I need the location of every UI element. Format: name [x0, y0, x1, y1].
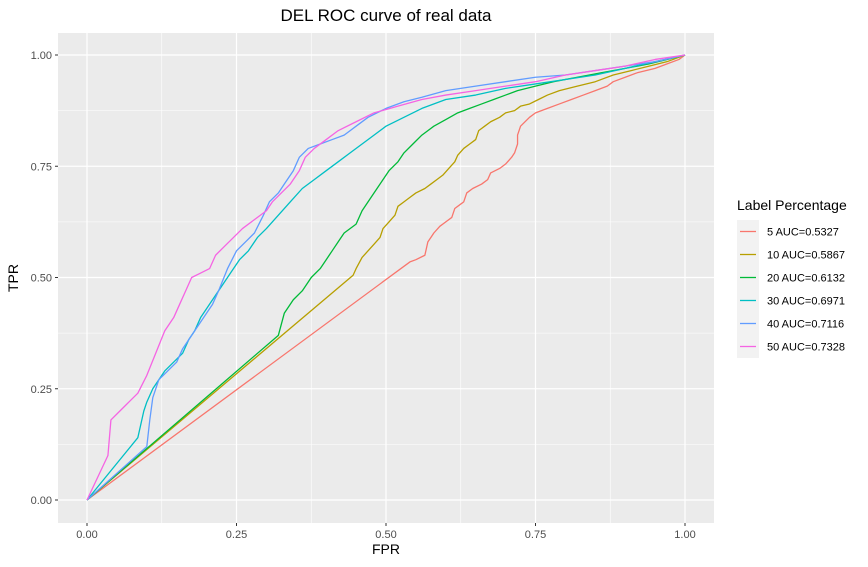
y-tick-label: 0.25 — [31, 384, 52, 396]
legend: Label Percentage 5 AUC=0.5327 10 AUC=0.58… — [737, 197, 847, 358]
y-tick-label: 0.75 — [31, 161, 52, 173]
x-tick-label: 0.25 — [226, 529, 247, 541]
chart-title: DEL ROC curve of real data — [280, 6, 492, 25]
y-tick-label: 0.00 — [31, 495, 52, 507]
legend-items: 5 AUC=0.5327 10 AUC=0.5867 20 AUC=0.6132 30… — [737, 220, 845, 358]
series-line-1 — [86, 54, 686, 501]
legend-label: 20 AUC=0.6132 — [767, 273, 845, 285]
legend-label: 30 AUC=0.6971 — [767, 296, 845, 308]
series-layer — [86, 54, 686, 501]
legend-label: 10 AUC=0.5867 — [767, 250, 845, 262]
legend-label: 50 AUC=0.7328 — [767, 342, 845, 354]
x-tick-label: 0.50 — [375, 529, 396, 541]
legend-title: Label Percentage — [737, 197, 847, 213]
x-axis-title: FPR — [372, 541, 400, 557]
legend-label: 40 AUC=0.7116 — [767, 319, 844, 331]
legend-label: 5 AUC=0.5327 — [767, 227, 839, 239]
series-line-5 — [86, 54, 686, 501]
series-line-4 — [86, 54, 686, 501]
y-axis-title: TPR — [5, 264, 21, 292]
major-gridlines — [58, 33, 714, 523]
x-axis-ticks: 0.00 0.25 0.50 0.75 1.00 — [76, 523, 696, 541]
y-tick-label: 0.50 — [31, 273, 52, 285]
x-tick-label: 1.00 — [674, 529, 695, 541]
y-axis-ticks: 0.00 0.25 0.50 0.75 1.00 — [31, 50, 58, 507]
series-line-6 — [86, 54, 686, 501]
y-tick-label: 1.00 — [31, 50, 52, 62]
x-tick-label: 0.00 — [76, 529, 97, 541]
x-tick-label: 0.75 — [525, 529, 546, 541]
series-line-2 — [86, 54, 686, 501]
